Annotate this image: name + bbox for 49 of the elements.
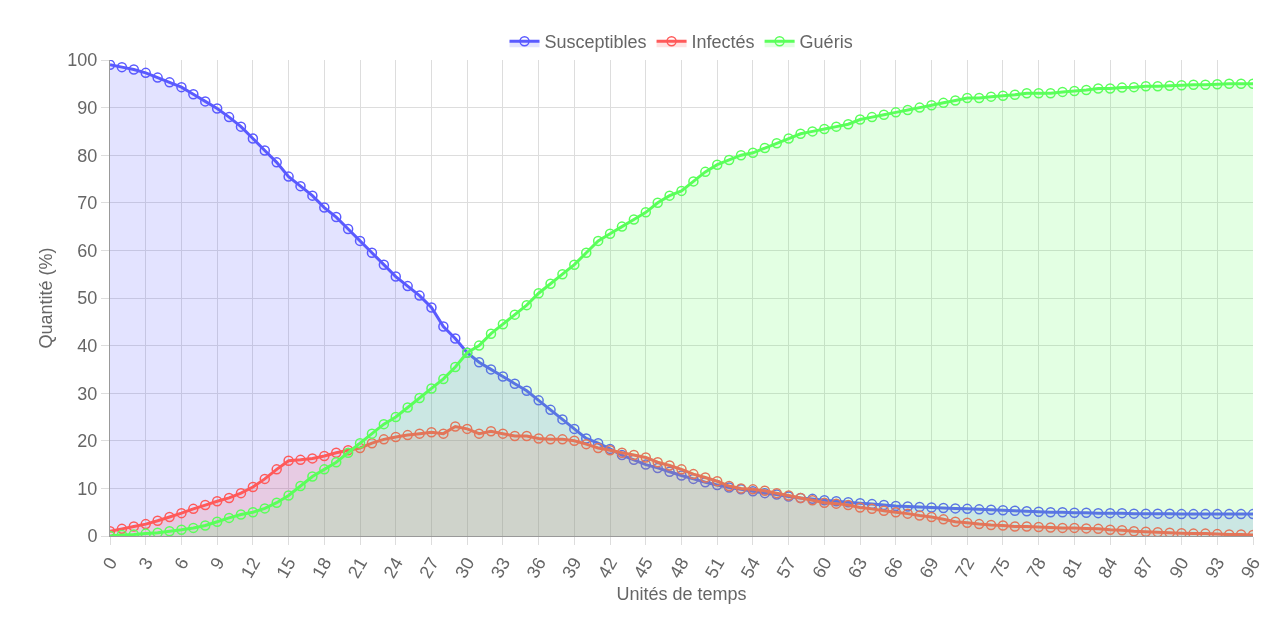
x-tick-label: 84 [1094, 554, 1122, 582]
legend-label: Infectés [691, 32, 755, 53]
y-tick-label: 80 [77, 145, 98, 166]
x-tick-label: 9 [206, 554, 229, 573]
x-tick-label: 42 [593, 554, 622, 582]
x-tick-label: 3 [134, 554, 157, 573]
y-tick-label: 10 [77, 478, 98, 499]
x-tick-label: 57 [772, 554, 800, 582]
x-tick-label: 30 [451, 554, 479, 582]
x-tick-label: 81 [1058, 554, 1086, 582]
x-tick-label: 33 [486, 554, 515, 582]
y-tick-label: 60 [77, 240, 98, 261]
x-tick-label: 27 [415, 554, 443, 582]
x-tick-label: 18 [308, 554, 336, 582]
x-tick-label: 0 [98, 554, 122, 573]
x-tick-label: 36 [522, 554, 550, 582]
x-tick-label: 21 [343, 554, 372, 582]
x-tick-label: 66 [879, 554, 908, 582]
x-tick-label: 87 [1129, 554, 1158, 582]
x-tick-label: 96 [1236, 554, 1265, 582]
y-axis-title: Quantité (%) [35, 247, 56, 349]
x-tick-label: 54 [736, 554, 765, 582]
y-tick-label: 90 [77, 97, 98, 118]
x-tick-label: 6 [170, 554, 193, 573]
x-tick-label: 63 [844, 554, 872, 582]
x-tick-label: 12 [236, 554, 265, 582]
y-tick-label: 40 [77, 335, 98, 356]
legend-label: Susceptibles [544, 32, 647, 53]
x-tick-label: 69 [915, 554, 943, 582]
x-tick-label: 78 [1022, 554, 1050, 582]
x-tick-label: 51 [701, 554, 729, 582]
x-tick-label: 39 [558, 554, 586, 582]
x-axis-title: Unités de temps [616, 583, 747, 604]
y-tick-label: 20 [77, 431, 98, 452]
x-tick-label: 24 [379, 554, 408, 582]
x-tick-label: 93 [1201, 554, 1229, 582]
x-tick-label: 75 [986, 554, 1015, 582]
y-tick-label: 100 [67, 50, 98, 71]
legend-label: Guéris [799, 32, 853, 53]
y-tick-label: 50 [77, 288, 98, 309]
y-tick-label: 0 [87, 526, 98, 547]
x-tick-label: 48 [665, 554, 693, 582]
y-tick-label: 70 [77, 193, 98, 214]
x-tick-label: 45 [629, 554, 658, 582]
x-tick-label: 90 [1165, 554, 1193, 582]
y-tick-label: 30 [77, 383, 98, 404]
x-tick-label: 60 [808, 554, 836, 582]
x-tick-label: 15 [272, 554, 300, 582]
x-tick-label: 72 [951, 554, 979, 582]
